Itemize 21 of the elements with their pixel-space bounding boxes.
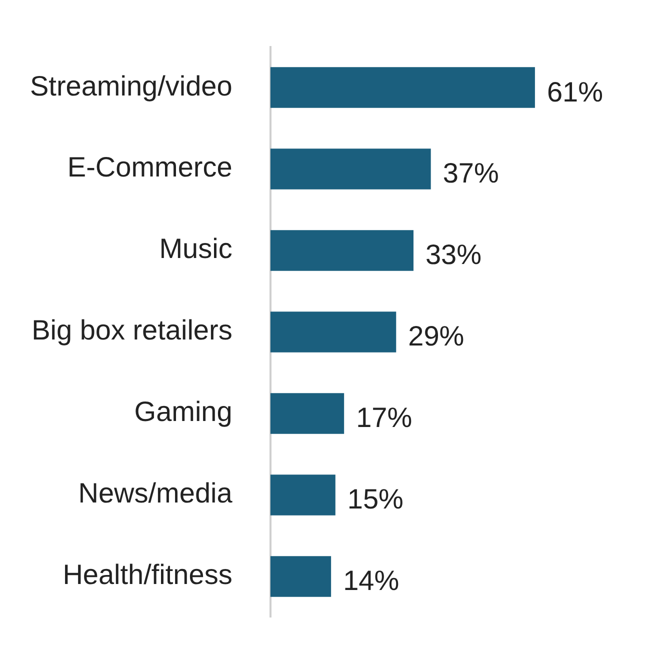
- y-tick-label: News/media: [78, 478, 233, 509]
- bar: [270, 67, 535, 108]
- data-label: 14%: [343, 565, 400, 596]
- data-label: 37%: [442, 158, 499, 189]
- bar: [270, 230, 414, 271]
- y-tick-label: Gaming: [134, 396, 232, 428]
- y-tick-label: Health/fitness: [62, 559, 232, 590]
- data-label: 61%: [546, 76, 604, 108]
- y-tick-label: Music: [159, 233, 232, 264]
- bar: [270, 312, 396, 352]
- data-label: 33%: [425, 239, 482, 270]
- bar: [270, 556, 332, 597]
- bar: [270, 393, 344, 434]
- data-label: 15%: [347, 484, 404, 515]
- data-label: 17%: [356, 402, 412, 434]
- bar: [270, 148, 431, 190]
- y-tick-label: E-Commerce: [67, 152, 232, 183]
- bar: [270, 474, 336, 516]
- y-tick-label: Streaming/video: [30, 70, 232, 102]
- data-label: 29%: [408, 320, 464, 352]
- y-tick-label: Big box retailers: [32, 314, 232, 346]
